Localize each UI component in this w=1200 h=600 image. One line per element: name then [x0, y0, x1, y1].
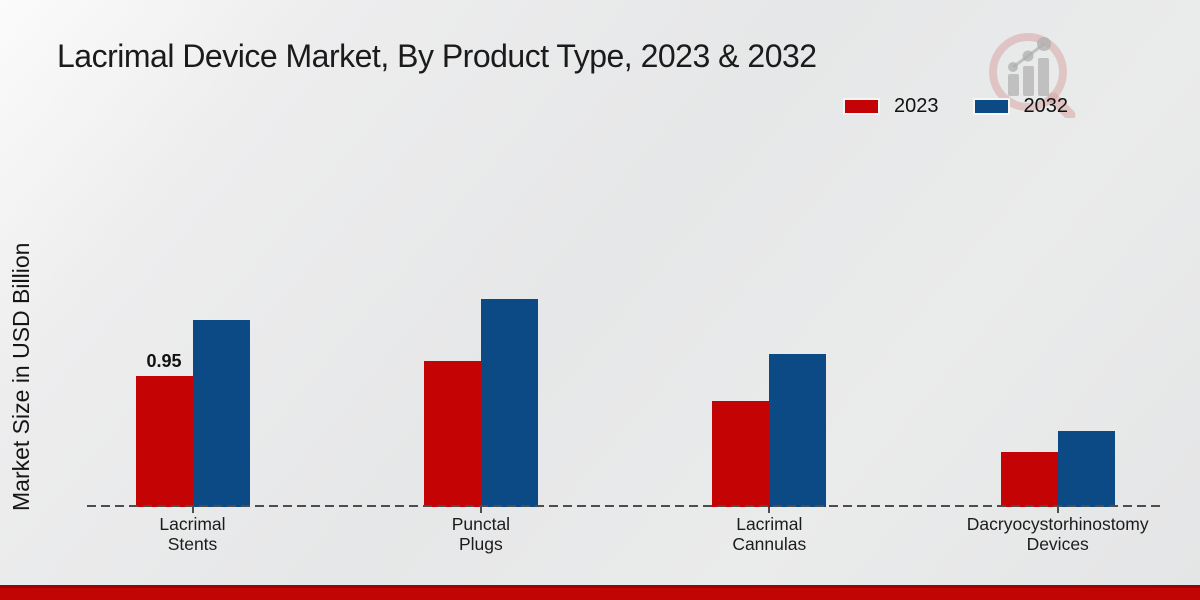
bar-value-label: 0.95: [146, 351, 182, 371]
x-axis-baseline: [87, 505, 1163, 507]
axis-tick-punctal-plugs: [479, 507, 482, 513]
category-label-punctal-plugs: Punctal Plugs: [451, 514, 511, 554]
bar-2032-punctal-plugs: [480, 299, 538, 507]
category-label-dacryocystorhinostomy-devices: Dacryocystorhinostomy Devices: [966, 514, 1149, 554]
bar-2023-punctal-plugs: [423, 361, 481, 507]
legend-item-2032: 2032: [972, 95, 1069, 118]
chart-title: Lacrimal Device Market, By Product Type,…: [57, 38, 817, 74]
legend-label-2032: 2032: [1023, 95, 1069, 117]
bar-2023-lacrimal-cannulas: [712, 401, 770, 507]
bar-2023-dacryocystorhinostomy-devices: [1000, 452, 1058, 507]
bar-2032-lacrimal-stents: [192, 320, 250, 507]
bar-2032-lacrimal-cannulas: [769, 354, 827, 507]
legend-item-2023: 2023: [843, 95, 939, 118]
footer-stripe-dark: [0, 585, 1200, 588]
legend-label-2023: 2023: [894, 95, 939, 117]
footer-stripe-red: [0, 588, 1200, 600]
magnifier-bar-chart-watermark-icon: [989, 33, 1076, 118]
axis-tick-lacrimal-cannulas: [768, 507, 771, 513]
bar-2032-dacryocystorhinostomy-devices: [1057, 431, 1115, 507]
axis-tick-dacryocystorhinostomy-devices: [1056, 507, 1059, 513]
legend-swatch-2032: [972, 98, 1010, 115]
bar-2023-lacrimal-stents: [135, 376, 193, 507]
legend: 2023 2032: [843, 95, 1068, 118]
category-label-lacrimal-cannulas: Lacrimal Cannulas: [732, 514, 807, 554]
axis-tick-lacrimal-stents: [191, 507, 194, 513]
legend-swatch-2023: [843, 98, 880, 115]
category-label-lacrimal-stents: Lacrimal Stents: [159, 514, 226, 554]
